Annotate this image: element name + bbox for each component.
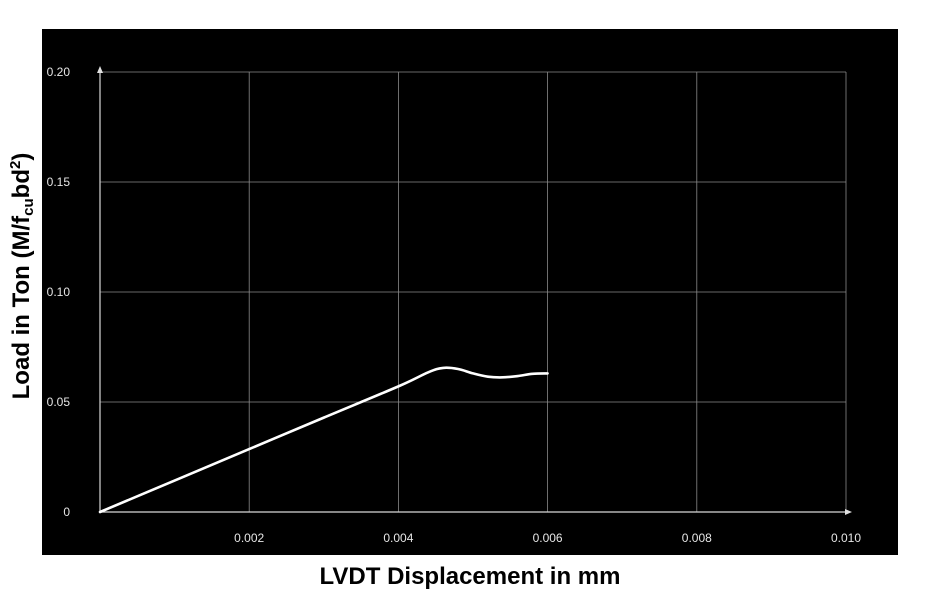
y-tick-label: 0 xyxy=(63,505,70,519)
x-tick-label: 0.002 xyxy=(234,531,264,545)
y-tick-label: 0.20 xyxy=(47,65,71,79)
y-tick-label: 0.15 xyxy=(47,175,71,189)
y-axis-label-prefix: Load in Ton (M/f xyxy=(8,215,35,400)
axes xyxy=(97,66,852,515)
x-tick-label: 0.004 xyxy=(383,531,413,545)
x-tick-label: 0.008 xyxy=(682,531,712,545)
grid-lines xyxy=(100,71,847,512)
y-axis-label-superscript: 2 xyxy=(7,160,24,169)
x-tick-label: 0.006 xyxy=(533,531,563,545)
y-axis-label-subscript: cu xyxy=(20,198,37,216)
y-tick-label: 0.05 xyxy=(47,395,71,409)
y-axis-label: Load in Ton (M/fcubd2) xyxy=(7,153,37,400)
series-layer xyxy=(98,366,549,514)
tick-labels: 0.002 0.004 0.006 0.008 0.010 0 0.05 0.10 0.15 0.… xyxy=(47,65,862,545)
x-axis-label: LVDT Displacement in mm xyxy=(319,563,621,590)
x-tick-label: 0.010 xyxy=(831,531,861,545)
x-axis-arrow xyxy=(845,509,852,515)
y-axis-label-suffix: ) xyxy=(8,152,35,161)
series-line xyxy=(98,366,549,514)
y-tick-label: 0.10 xyxy=(47,285,71,299)
y-axis-arrow xyxy=(97,66,103,73)
plot-area: 0.002 0.004 0.006 0.008 0.010 0 0.05 0.10 0.15 0.… xyxy=(42,29,898,555)
y-axis-label-mid: bd xyxy=(8,168,35,199)
